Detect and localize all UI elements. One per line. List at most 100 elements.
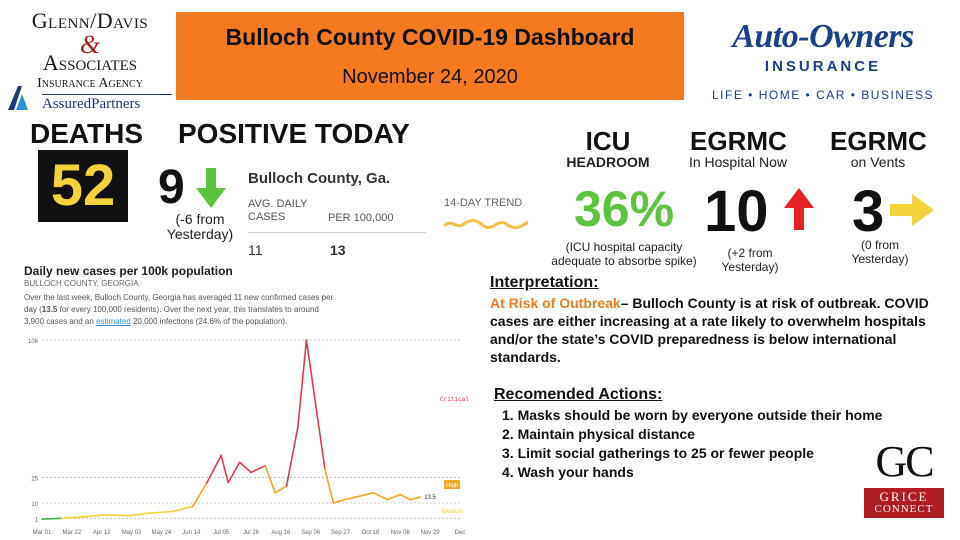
chart-desc-part-2: for every 100,000 residents). Over the n… [24,305,319,326]
series-segment [285,425,299,487]
per-100k-header: PER 100,000 [328,212,394,224]
arrow-down-icon [196,168,226,208]
x-tick-label: Aug 16 [271,530,291,536]
positive-today-value: 9 [158,161,185,214]
estimated-link[interactable]: estimated [96,317,131,326]
x-tick-label: Mar 22 [63,530,82,536]
deaths-box: 52 [38,150,128,222]
egrmc-hospital-value: 10 [704,179,769,244]
auto-owners-tagline: LIFE • HOME • CAR • BUSINESS [712,88,934,102]
assured-partners-icon [8,86,28,110]
egrmc-hospital-heading: EGRMC [690,126,787,156]
y-tick-label: 10 [31,502,38,508]
x-tick-label: Mar 01 [33,530,52,536]
series-segment [264,464,276,494]
list-item: 4. Wash your hands [502,464,634,480]
risk-level: At Risk of Outbreak [490,295,621,311]
logo-line-4: AssuredPartners [42,94,172,113]
arrow-right-icon [890,194,934,226]
series-segment [147,510,174,515]
egrmc-vents-value: 3 [852,179,885,244]
egrmc-vents-heading: EGRMC [830,126,927,156]
icu-subheading: HEADROOM [566,154,650,170]
series-segment [105,514,130,517]
deaths-label: DEATHS [30,118,144,149]
positive-today-note: (-6 from Yesterday) [166,211,234,242]
series-segment [358,492,375,498]
egrmc-vents-subheading: on Vents [850,154,906,170]
avg-daily-cases-value: 11 [248,242,263,258]
zone-label-medium: Medium [442,509,463,515]
series-segment [409,496,421,501]
y-tick-label: 1 [35,517,39,523]
x-tick-label: Sep 27 [331,530,351,536]
auto-owners-logo: Auto-Owners INSURANCE LIFE • HOME • CAR … [690,8,956,108]
dashboard-date: November 24, 2020 [342,66,518,88]
dashboard-banner: Bulloch County COVID-19 Dashboard Novemb… [176,12,684,100]
series-segment [191,481,208,508]
chart-description: Over the last week, Bulloch County, Geor… [24,292,334,328]
logo-line-3: Insurance Agency [37,76,143,91]
x-tick-label: Nov 08 [391,530,411,536]
list-item: 3. Limit social gatherings to 25 or fewe… [502,445,814,461]
series-segment [41,517,63,520]
series-segment [127,512,150,517]
series-segment [172,505,194,513]
list-item: 1. Masks should be worn by everyone outs… [502,407,883,423]
series-segment [85,514,107,518]
series-segment [332,498,346,504]
grice-connect-mark: GC [875,437,934,486]
x-tick-label: Apr 12 [93,530,111,536]
stats-divider [248,232,426,233]
recommended-actions-heading: Recomended Actions: [494,386,663,403]
x-tick-label: Nov 29 [421,530,441,536]
chart-title: Daily new cases per 100k population [24,264,233,278]
series-segment [344,495,360,501]
series-segment [61,515,87,520]
x-tick-label: Jun 14 [182,530,201,536]
grice-connect-line-1: GRICE [879,489,929,504]
recommended-actions-list: 1. Masks should be worn by everyone outs… [502,406,952,482]
y-tick-label: 106 [28,339,39,345]
avg-daily-cases-header: AVG. DAILY CASES [248,198,308,223]
zone-badge-high [444,480,460,490]
series-segment [274,485,288,494]
x-tick-label: Sep 06 [301,530,321,536]
series-segment [227,461,241,484]
x-tick-label: May 03 [122,530,142,536]
grice-connect-logo: GC GRICE CONNECT [862,440,946,520]
chart-desc-part-1: Over the last week, Bulloch County, Geor… [24,293,334,314]
interpretation-heading: Interpretation: [490,274,599,291]
trend-sparkline [444,218,528,230]
series-segment [399,493,412,501]
zone-label-critical: Critical [440,396,469,403]
arrow-up-icon [784,188,814,230]
x-tick-label: Jul 26 [243,530,260,536]
egrmc-vents-note: (0 from Yesterday) [851,238,909,266]
grice-connect-line-2: CONNECT [874,503,934,515]
logo-line-1: Glenn/Davis [31,8,149,33]
series-segment [372,492,389,501]
per-100k-value: 13 [330,242,346,258]
icu-value: 36% [573,181,675,237]
series-segment [315,408,326,470]
deaths-value: 52 [50,153,116,218]
auto-owners-name: Auto-Owners [732,18,914,55]
icu-heading: ICU [585,126,631,156]
series-segment [250,464,267,474]
series-segment [297,339,308,428]
series-segment [206,454,222,484]
interpretation-text: At Risk of Outbreak– Bulloch County is a… [490,294,945,366]
trend-label: 14-DAY TREND [444,197,523,209]
chart-desc-bold: 13.5 [41,305,58,314]
x-tick-label: Oct 18 [362,530,380,536]
chart-subtitle: BULLOCH COUNTY, GEORGIA [24,279,139,288]
auto-owners-insurance: INSURANCE [764,58,882,75]
y-tick-label: 25 [31,477,38,483]
positive-today-label: POSITIVE TODAY [178,118,410,149]
egrmc-hospital-note: (+2 from Yesterday) [721,246,779,274]
last-value-label: 13.5 [424,495,436,501]
daily-cases-chart-panel: Daily new cases per 100k population BULL… [20,262,480,540]
series-segment [386,493,402,501]
logo-ampersand: & [79,30,101,59]
